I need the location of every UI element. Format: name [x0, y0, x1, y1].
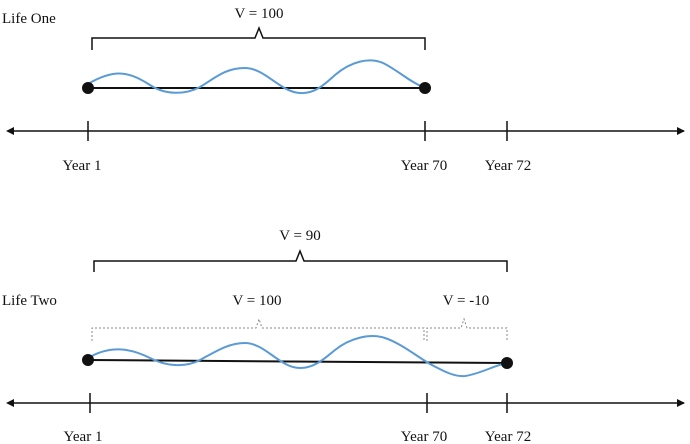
- life-one-tick-label-year-70: Year 70: [401, 158, 447, 174]
- life-one-tick-label-year-72: Year 72: [485, 158, 531, 174]
- life-one-wave: [87, 59, 426, 95]
- life-two-life-line: [87, 359, 508, 364]
- life-one-axis-left-arrow: [6, 127, 14, 135]
- life-two-second-segment-brace: [426, 317, 508, 341]
- life-one-brace: [91, 25, 426, 50]
- life-two-tick-label-year-72: Year 72: [485, 429, 531, 444]
- life-one-start-dot: [82, 82, 94, 94]
- life-two-total-brace: [93, 248, 508, 272]
- life-one-tick-label-year-1: Year 1: [63, 158, 102, 174]
- life-two-total-value-label: V = 90: [279, 228, 321, 244]
- life-two-tick-label-year-1: Year 1: [64, 429, 103, 444]
- life-two-start-dot: [82, 354, 94, 366]
- life-one-value-label: V = 100: [234, 6, 283, 22]
- life-one-label: Life One: [2, 11, 56, 27]
- life-two-label: Life Two: [2, 293, 57, 309]
- life-two-wave: [87, 335, 508, 378]
- life-one-end-dot: [419, 82, 431, 94]
- life-two-end-dot: [501, 357, 513, 369]
- life-two-second-segment-label: V = -10: [443, 293, 490, 309]
- life-two-first-segment-label: V = 100: [232, 293, 281, 309]
- life-two-tick-label-year-70: Year 70: [401, 429, 447, 444]
- life-two-axis-left-arrow: [6, 399, 14, 407]
- life-two-first-segment-brace: [91, 317, 425, 341]
